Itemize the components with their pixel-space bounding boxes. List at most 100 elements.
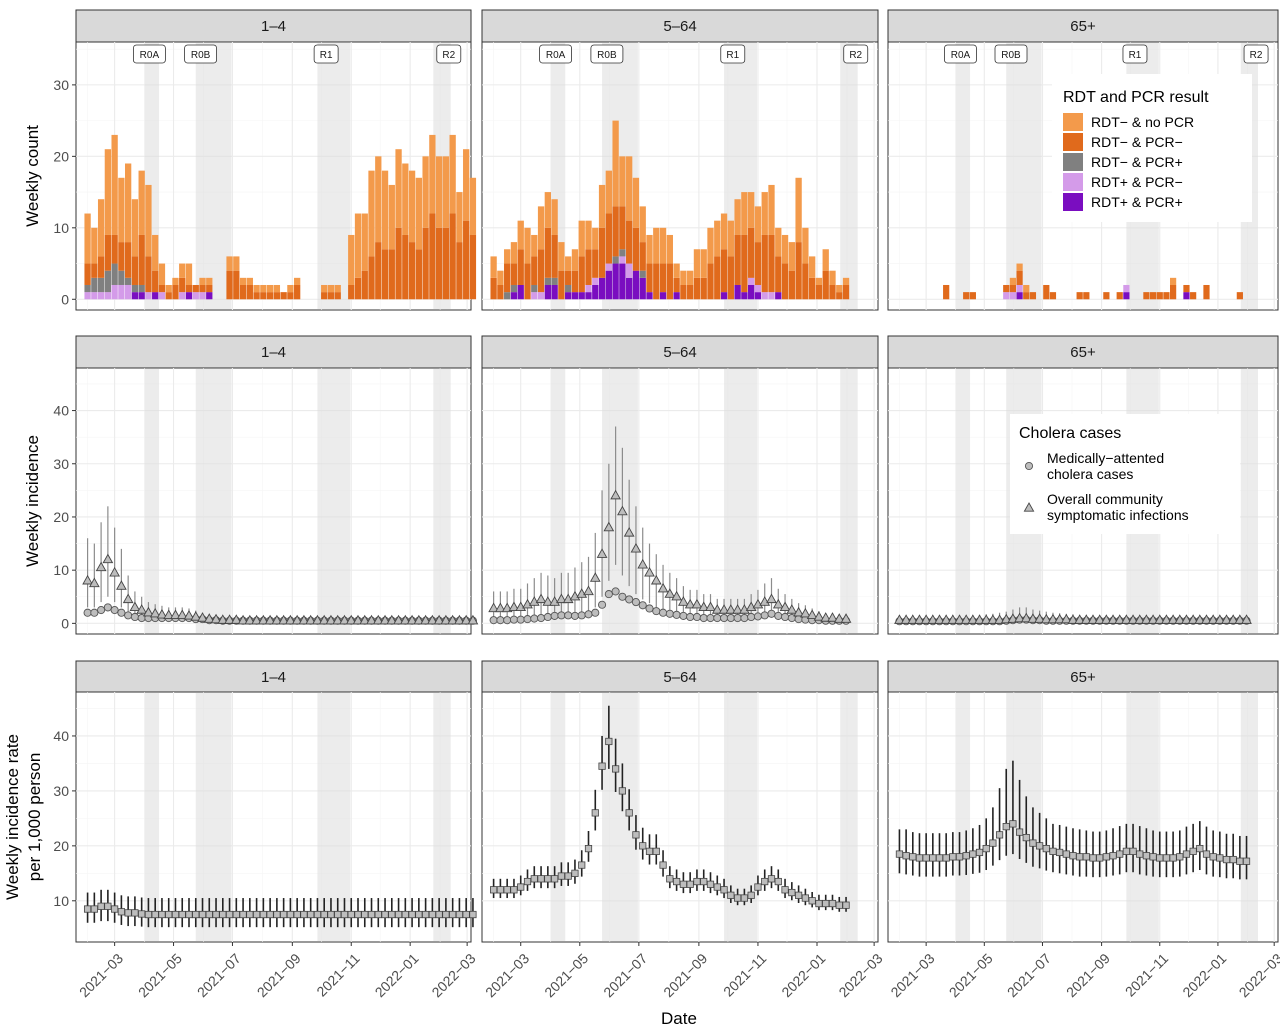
incidence-rate-point (455, 910, 464, 919)
incidence-rate-point (686, 880, 694, 888)
bar-segment (125, 277, 132, 285)
medically-attended-point (767, 609, 776, 618)
bar-segment (442, 156, 450, 228)
incidence-rate-point (1156, 854, 1164, 862)
bar-segment (842, 277, 850, 285)
community-symptomatic-point (460, 614, 472, 625)
bar-segment (836, 284, 843, 293)
bar-segment (192, 284, 199, 293)
community-symptomatic-point (298, 614, 310, 625)
community-symptomatic-point (987, 614, 999, 624)
x-tick-label: 2021−05 (541, 950, 591, 1000)
community-symptomatic-point (210, 613, 222, 624)
incidence-rate-point (469, 910, 477, 919)
bar-segment (795, 242, 802, 300)
community-symptomatic-point (237, 614, 249, 625)
community-symptomatic-point (1000, 613, 1012, 624)
bar-segment (639, 277, 646, 300)
vaccination-round-shading (317, 43, 351, 309)
medically-attended-point (699, 613, 708, 623)
incidence-rate-point (1149, 853, 1157, 861)
community-symptomatic-point (1054, 613, 1066, 624)
facet-strip (75, 660, 472, 693)
bar-segment (598, 184, 606, 228)
bar-segment (680, 284, 687, 300)
incidence-rate-point (767, 875, 776, 883)
community-symptomatic-point (900, 614, 912, 624)
community-symptomatic-point (285, 614, 296, 625)
bar-segment (504, 263, 511, 293)
bar-segment (253, 284, 260, 293)
bar-segment (578, 220, 585, 257)
bar-segment (158, 284, 166, 293)
incidence-rate-point (584, 844, 593, 853)
community-symptomatic-point (406, 614, 418, 625)
vaccination-round-shading (840, 43, 858, 309)
community-symptomatic-point (1127, 614, 1139, 624)
bar-segment (1143, 292, 1150, 300)
bar-segment (605, 170, 612, 214)
incidence-rate-point (1242, 857, 1251, 865)
incidence-rate-point (935, 854, 944, 862)
incidence-rate-point (1162, 854, 1171, 862)
bar-segment (822, 249, 829, 271)
bar-segment (612, 263, 619, 300)
medically-attended-point (584, 610, 593, 619)
bar-segment (720, 249, 728, 293)
incidence-rate-point (1116, 850, 1124, 858)
bar-segment (524, 263, 531, 300)
bar-segment (727, 220, 734, 257)
round-label: R1 (320, 50, 333, 61)
bar-segment (646, 263, 653, 293)
medically-attended-point (90, 608, 99, 617)
incidence-rate-point (781, 886, 789, 894)
bar-segment (963, 292, 970, 300)
incidence-rate-point (929, 854, 937, 862)
community-symptomatic-point (894, 614, 905, 624)
community-symptomatic-point (576, 588, 588, 598)
bar-segment (517, 284, 524, 300)
bar-segment (626, 263, 633, 278)
bar-segment (145, 292, 152, 300)
incidence-rate-point (313, 910, 322, 919)
community-symptomatic-point (1080, 614, 1092, 624)
bar-segment (402, 234, 409, 300)
bar-segment (768, 184, 775, 235)
medically-attended-point (550, 611, 559, 620)
bar-segment (321, 292, 328, 300)
x-tick-label: 2021−07 (600, 950, 650, 1000)
x-tick-label: 2021−03 (887, 950, 937, 1000)
bar-segment (707, 227, 714, 264)
bar-segment (571, 249, 579, 271)
bar-segment (653, 263, 660, 300)
community-symptomatic-point (657, 582, 669, 593)
bar-segment (415, 249, 422, 300)
medically-attended-point (598, 600, 607, 609)
facet-strip-label: 1–4 (261, 18, 286, 35)
medically-attended-point (604, 590, 613, 599)
community-symptomatic-point (495, 602, 506, 613)
bar-segment (172, 277, 179, 285)
bar-segment (781, 263, 789, 300)
plot-area (887, 691, 1279, 943)
legend-background (1052, 74, 1252, 222)
bar-segment (578, 292, 585, 300)
incidence-rate-point (666, 875, 674, 883)
bar-segment (375, 242, 382, 300)
bar-segment (1183, 284, 1190, 293)
round-label-box (1243, 44, 1269, 64)
bar-segment (361, 270, 368, 300)
bar-segment (544, 192, 551, 228)
incidence-rate-point (1102, 853, 1110, 861)
bar-segment (659, 227, 667, 264)
bar-segment (469, 177, 477, 235)
bar-segment (592, 277, 599, 285)
incidence-rate-point (618, 787, 626, 795)
community-symptomatic-point (617, 505, 628, 516)
incidence-rate-point (320, 910, 328, 919)
bar-segment (626, 156, 633, 221)
bar-segment (741, 234, 748, 293)
round-label-box (843, 44, 869, 64)
bar-segment (266, 292, 274, 300)
community-symptomatic-point (1074, 614, 1086, 624)
